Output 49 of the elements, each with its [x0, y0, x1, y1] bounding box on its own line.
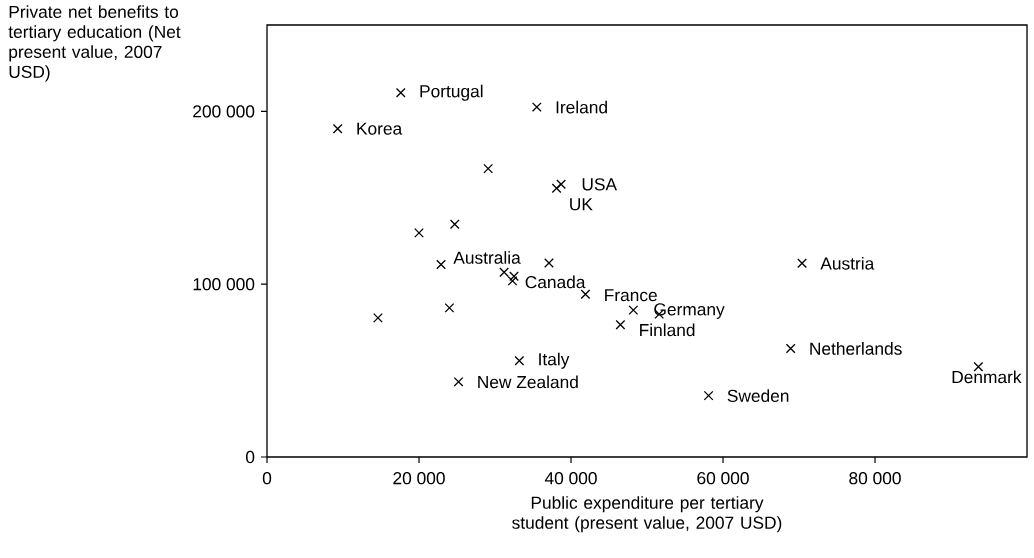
annotation: Australia [453, 251, 521, 264]
point [797, 258, 807, 269]
point [499, 267, 510, 278]
annotation: Austria [820, 256, 875, 270]
annotation: Italy [539, 352, 570, 369]
point [507, 276, 518, 286]
point [395, 87, 406, 98]
point [544, 258, 554, 268]
point [556, 179, 567, 190]
point [580, 289, 591, 300]
annotation: USA [582, 178, 617, 191]
x-tick-label: 20 000 [393, 472, 445, 485]
annotation: Sweden [727, 389, 789, 403]
point [453, 376, 464, 387]
point [785, 343, 796, 354]
point [444, 302, 455, 313]
y-tick-label: 0 [245, 450, 255, 464]
point [703, 390, 714, 401]
point [628, 305, 639, 316]
y-tick-label: 200 000 [193, 105, 255, 118]
annotation: Portugal [420, 84, 483, 101]
annotation: Netherlands [810, 342, 902, 355]
point [449, 219, 460, 230]
y-tick-label: 100 000 [193, 278, 255, 291]
x-tick-label: 0 [262, 472, 272, 485]
y-axis-title: Private net benefits to tertiary education (Net present value, 2007 USD) [8, 5, 181, 82]
annotation: Germany [654, 303, 725, 319]
point [615, 319, 626, 330]
x-tick-label: 60 000 [697, 472, 749, 485]
annotation: New Zealand [478, 375, 578, 389]
annotation: Korea [357, 122, 403, 135]
annotation: Denmark [952, 370, 1022, 384]
annotation: Canada [525, 275, 586, 289]
annotation: UK [570, 198, 593, 211]
annotation: France [605, 289, 657, 302]
point [514, 355, 525, 366]
point [414, 227, 424, 238]
point [551, 183, 562, 194]
point [483, 163, 494, 174]
point [436, 259, 446, 270]
x-tick-label: 80 000 [849, 472, 901, 485]
point [332, 123, 343, 134]
point [531, 102, 542, 112]
point [373, 312, 383, 323]
x-tick-label: 40 000 [544, 472, 597, 485]
annotation: Finland [640, 323, 695, 337]
annotation: Ireland [556, 100, 607, 114]
point [509, 271, 519, 282]
x-axis-title: Public expenditure per tertiary student (present value, 2007 USD) [512, 496, 782, 533]
